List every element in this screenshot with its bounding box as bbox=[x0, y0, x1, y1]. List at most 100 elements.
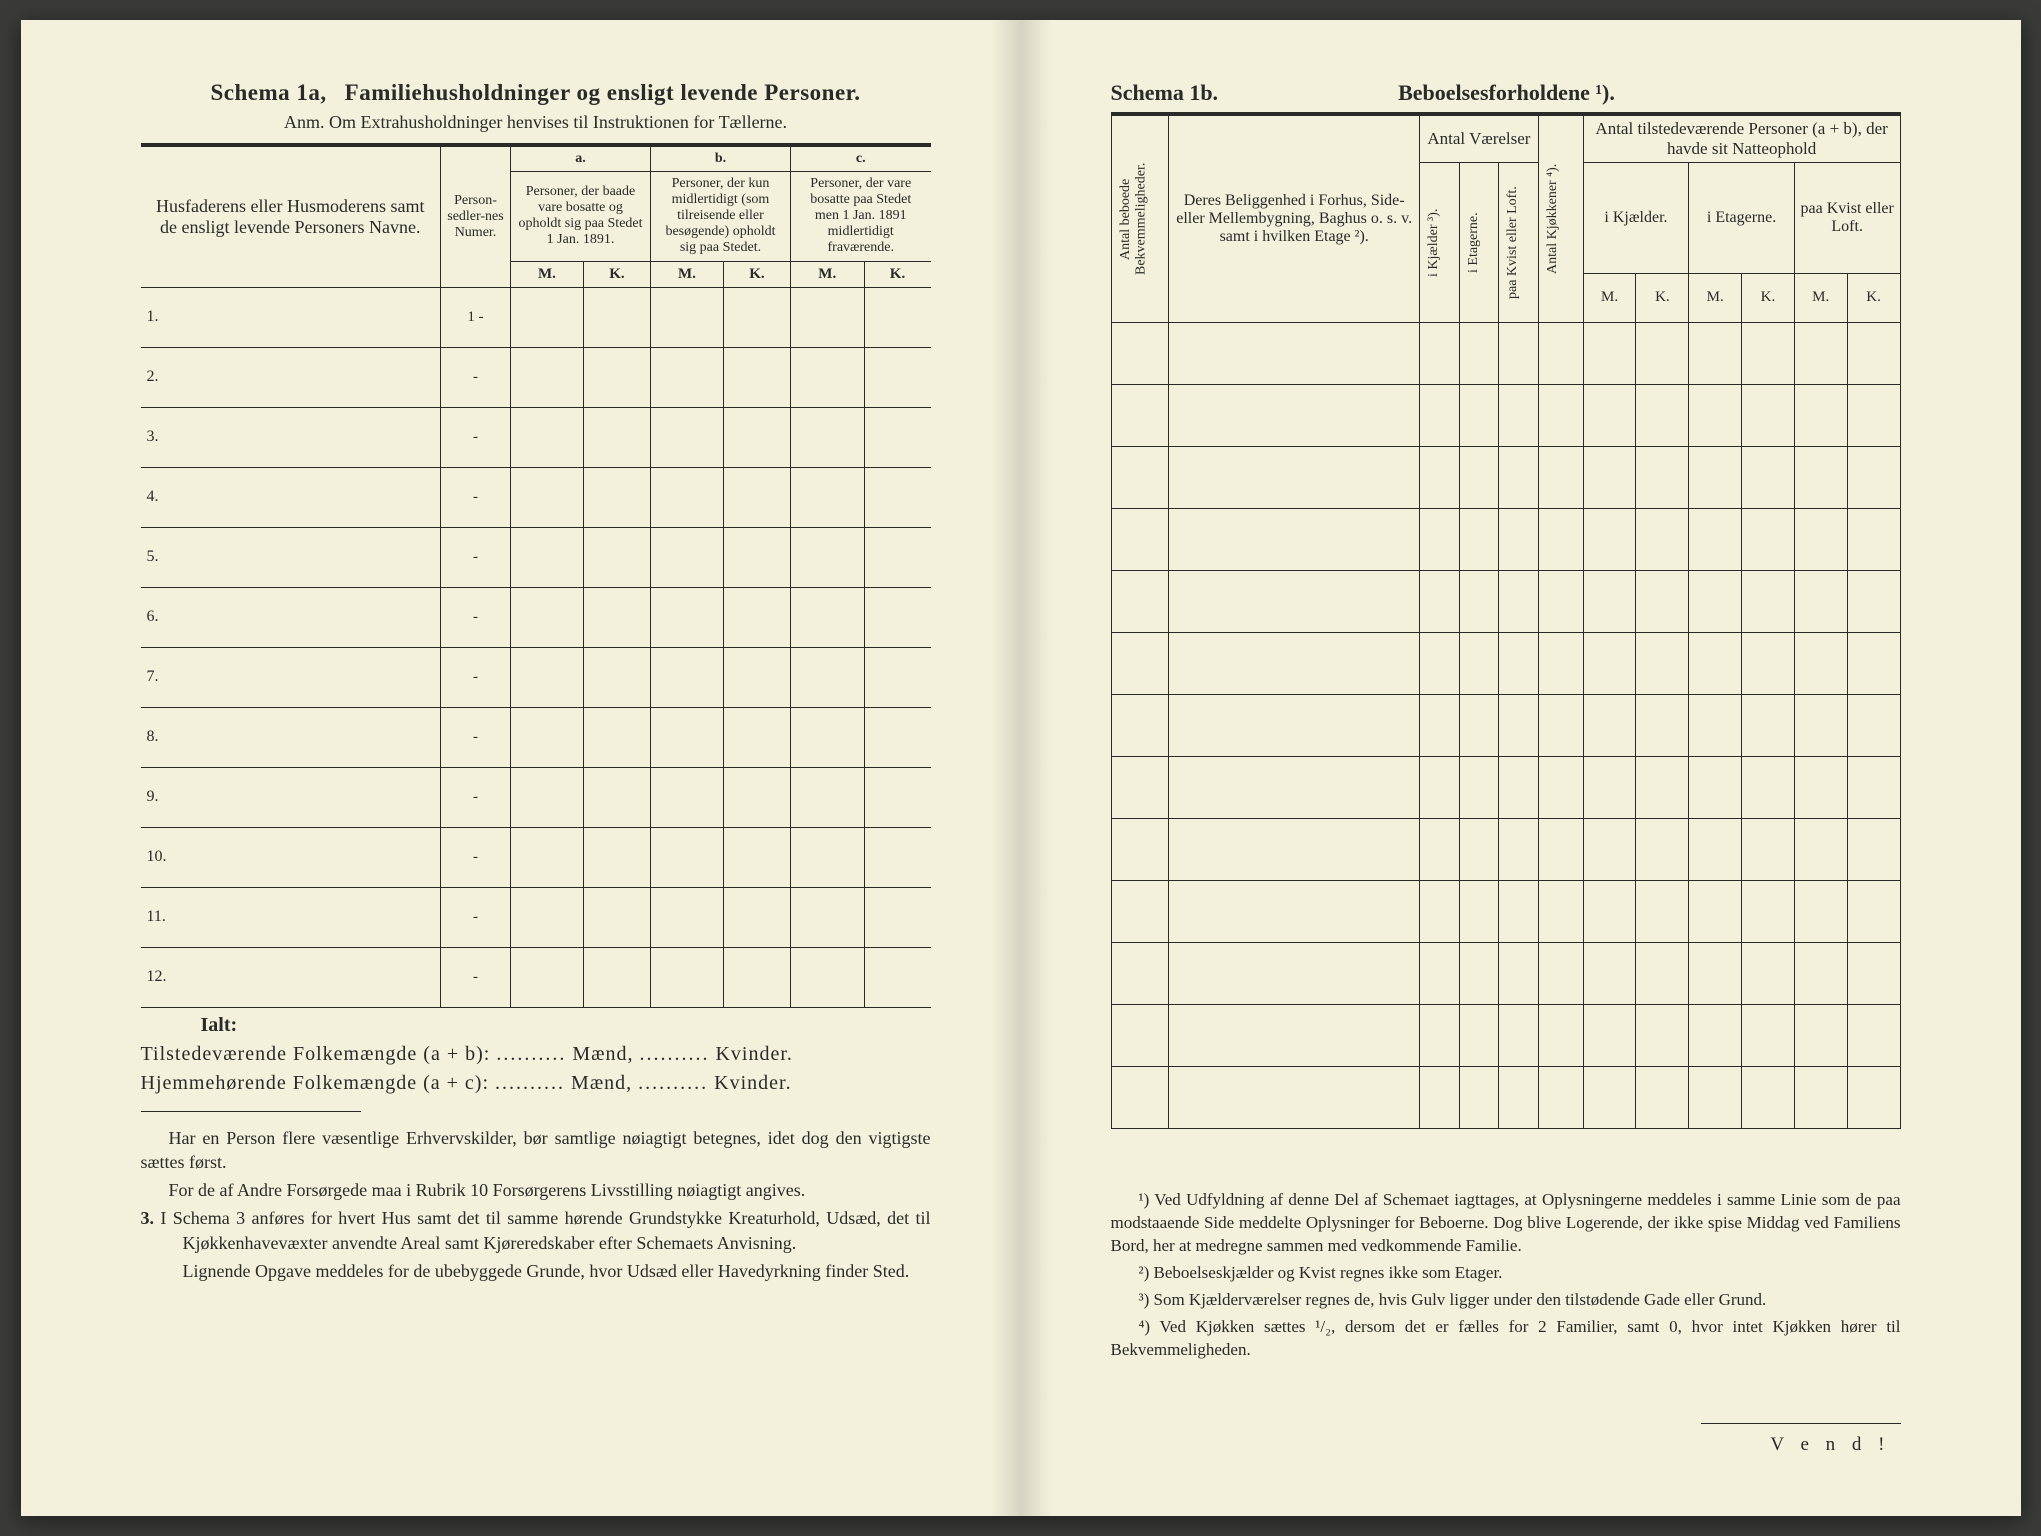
cell-c-k bbox=[864, 887, 930, 947]
cell bbox=[1538, 323, 1583, 385]
cell bbox=[1583, 633, 1636, 695]
cell bbox=[1583, 323, 1636, 385]
cell bbox=[1636, 323, 1689, 385]
cell-c-m bbox=[790, 827, 864, 887]
row-personsedler: - bbox=[441, 527, 511, 587]
cell-c-m bbox=[790, 947, 864, 1007]
cell-b-k bbox=[723, 407, 790, 467]
col-antal-kjokkener-text: Antal Kjøkkener ⁴). bbox=[1543, 119, 1562, 319]
row-personsedler: - bbox=[441, 347, 511, 407]
cell bbox=[1420, 447, 1460, 509]
left-rule-mid bbox=[141, 1111, 361, 1112]
cell bbox=[1538, 571, 1583, 633]
cell-a-m bbox=[511, 887, 584, 947]
cell bbox=[1459, 881, 1499, 943]
sum-line-1: Tilstedeværende Folkemængde (a + b): ...… bbox=[141, 1043, 931, 1066]
cell bbox=[1420, 385, 1460, 447]
cell bbox=[1499, 509, 1539, 571]
sum-line-2: Hjemmehørende Folkemængde (a + c): .....… bbox=[141, 1072, 931, 1095]
cell bbox=[1420, 881, 1460, 943]
cell-c-m bbox=[790, 347, 864, 407]
cell bbox=[1742, 819, 1795, 881]
table-row bbox=[1111, 385, 1900, 447]
cell bbox=[1499, 1005, 1539, 1067]
cell bbox=[1111, 385, 1169, 447]
col-antal-vaerelser: Antal Værelser bbox=[1420, 116, 1539, 163]
cell-b-k bbox=[723, 467, 790, 527]
cell bbox=[1499, 447, 1539, 509]
cell bbox=[1459, 819, 1499, 881]
col-personsedler-header: Person-sedler-nes Numer. bbox=[441, 147, 511, 288]
cell-b-m bbox=[650, 287, 723, 347]
cell bbox=[1636, 509, 1689, 571]
row-personsedler: - bbox=[441, 467, 511, 527]
cell bbox=[1847, 447, 1900, 509]
cell-b-m bbox=[650, 407, 723, 467]
footnote-2: ²) Beboelseskjælder og Kvist regnes ikke… bbox=[1111, 1262, 1901, 1285]
cell-a-k bbox=[583, 827, 650, 887]
col-c-m: M. bbox=[790, 261, 864, 287]
col-vaer-kjaelder: i Kjælder ³). bbox=[1420, 163, 1460, 323]
col-vaer-kvist-text: paa Kvist eller Loft. bbox=[1503, 178, 1522, 308]
cell bbox=[1794, 509, 1847, 571]
row-number: 7. bbox=[141, 647, 441, 707]
cell bbox=[1689, 385, 1742, 447]
cell bbox=[1742, 571, 1795, 633]
cell-b-k bbox=[723, 287, 790, 347]
cell-c-m bbox=[790, 587, 864, 647]
cell bbox=[1583, 1067, 1636, 1129]
col-names-header: Husfaderens eller Husmoderens samt de en… bbox=[141, 147, 441, 288]
cell bbox=[1420, 943, 1460, 1005]
row-number: 9. bbox=[141, 767, 441, 827]
table-row bbox=[1111, 509, 1900, 571]
cell bbox=[1583, 571, 1636, 633]
cell-c-k bbox=[864, 527, 930, 587]
footnote-3: ³) Som Kjælderværelser regnes de, hvis G… bbox=[1111, 1289, 1901, 1312]
cell-b-k bbox=[723, 647, 790, 707]
table-row: 7.- bbox=[141, 647, 931, 707]
cell bbox=[1689, 323, 1742, 385]
cell-b-k bbox=[723, 707, 790, 767]
cell bbox=[1583, 509, 1636, 571]
row-number: 10. bbox=[141, 827, 441, 887]
schema-1b-table: Antal beboede Bekvemmeligheder. Deres Be… bbox=[1111, 115, 1901, 1129]
cell-c-k bbox=[864, 767, 930, 827]
row-personsedler: - bbox=[441, 827, 511, 887]
cell bbox=[1689, 1005, 1742, 1067]
cell bbox=[1583, 881, 1636, 943]
sum2-dots-1: .......... bbox=[495, 1072, 565, 1094]
cell bbox=[1636, 943, 1689, 1005]
row-number: 5. bbox=[141, 527, 441, 587]
cell bbox=[1794, 757, 1847, 819]
table-row: 9.- bbox=[141, 767, 931, 827]
table-row: 6.- bbox=[141, 587, 931, 647]
row-number: 11. bbox=[141, 887, 441, 947]
cell-a-k bbox=[583, 287, 650, 347]
cell bbox=[1847, 819, 1900, 881]
cell-a-k bbox=[583, 707, 650, 767]
cell bbox=[1689, 633, 1742, 695]
cell-a-k bbox=[583, 887, 650, 947]
cell bbox=[1742, 943, 1795, 1005]
cell-b-m bbox=[650, 887, 723, 947]
cell bbox=[1636, 633, 1689, 695]
cell-b-k bbox=[723, 947, 790, 1007]
footnotes: ¹) Ved Udfyldning af denne Del af Schema… bbox=[1111, 1189, 1901, 1362]
cell-b-k bbox=[723, 767, 790, 827]
cell bbox=[1689, 509, 1742, 571]
cell bbox=[1538, 757, 1583, 819]
cell bbox=[1538, 1067, 1583, 1129]
cell-a-k bbox=[583, 347, 650, 407]
cell-c-k bbox=[864, 407, 930, 467]
cell bbox=[1794, 943, 1847, 1005]
table-row bbox=[1111, 1005, 1900, 1067]
cell-b-k bbox=[723, 827, 790, 887]
cell bbox=[1847, 633, 1900, 695]
sum2-label: Hjemmehørende Folkemængde (a + c): bbox=[141, 1072, 490, 1094]
cell bbox=[1847, 881, 1900, 943]
sum1-label: Tilstedeværende Folkemængde (a + b): bbox=[141, 1043, 491, 1065]
sum1-dots-2: .......... bbox=[639, 1043, 709, 1065]
table-row: 4.- bbox=[141, 467, 931, 527]
cell bbox=[1689, 819, 1742, 881]
cell bbox=[1111, 447, 1169, 509]
